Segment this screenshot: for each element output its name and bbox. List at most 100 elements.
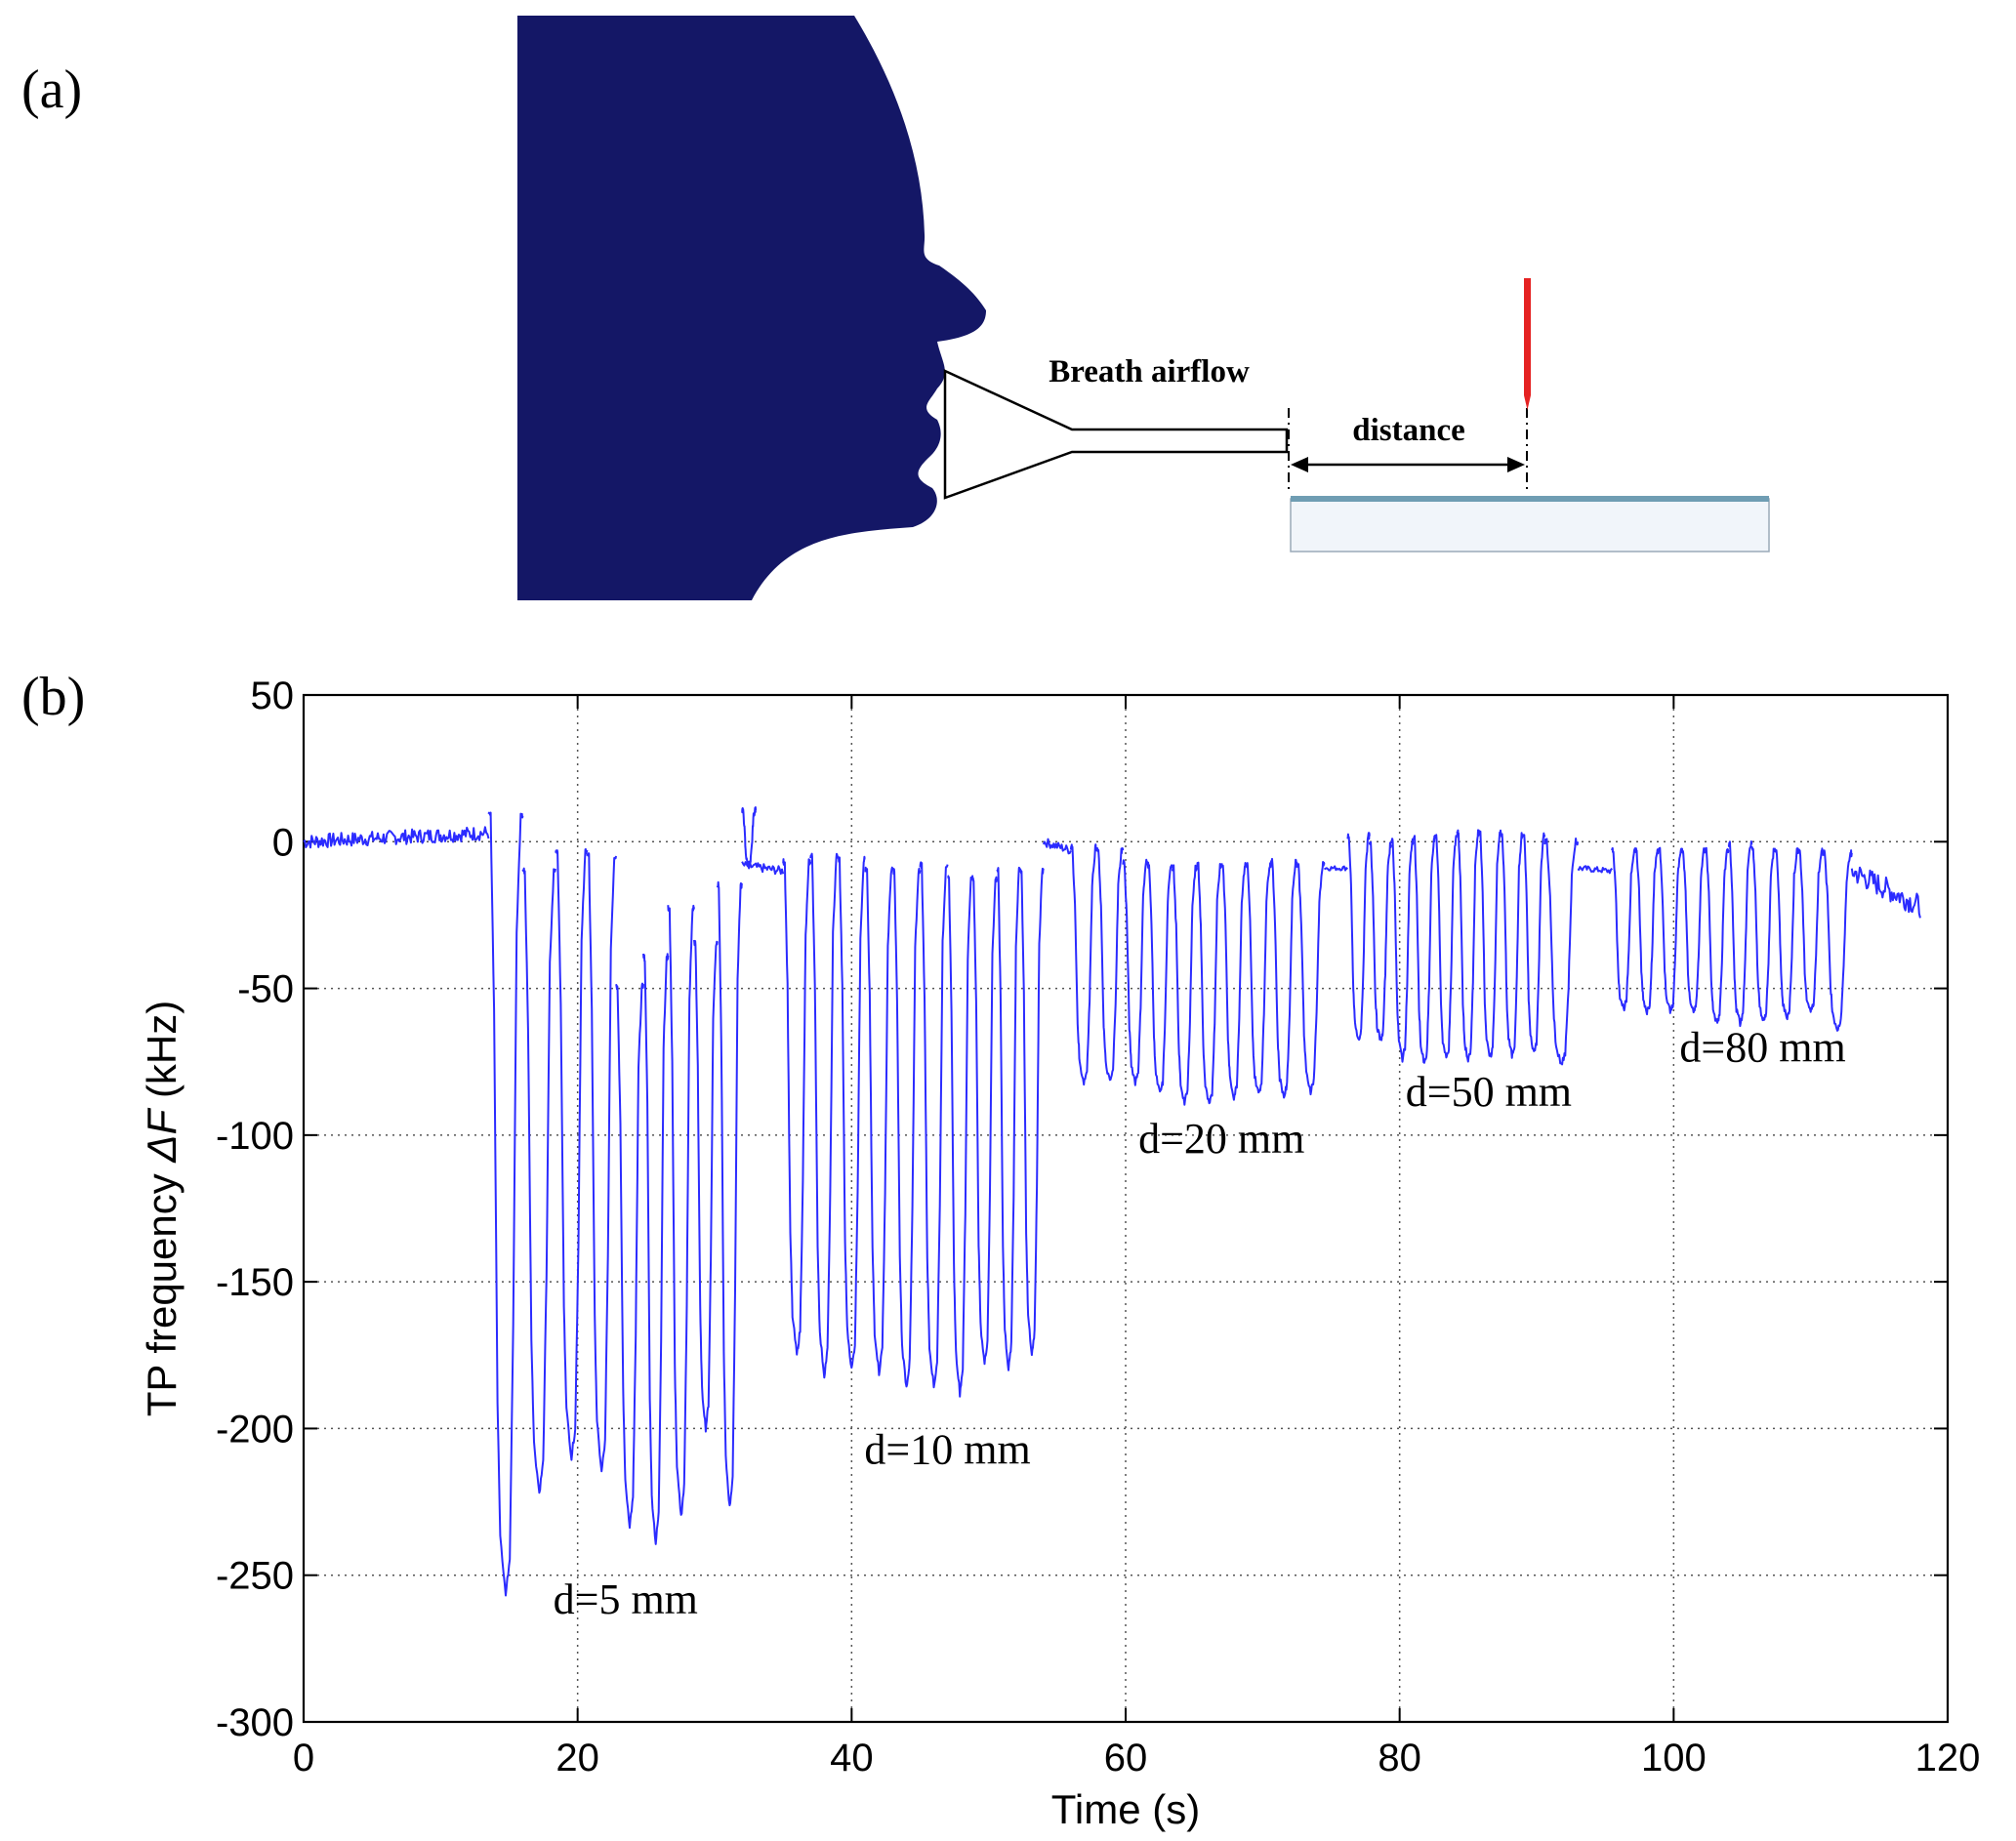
red-needle [1524, 278, 1531, 410]
panel-a-label: (a) [21, 60, 82, 120]
cycle-line [1634, 847, 1660, 1016]
cycle-line [1750, 845, 1777, 1022]
x-tick-label: 20 [555, 1737, 599, 1780]
cycle-line [1727, 840, 1753, 1028]
distance-label: distance [1352, 413, 1465, 448]
cycle-line [1122, 858, 1149, 1086]
baseline-segment-0 [303, 826, 490, 849]
head-silhouette [517, 16, 986, 600]
cycle-line [1018, 867, 1045, 1357]
y-tick-label: -50 [237, 968, 294, 1011]
cycle-line [1269, 857, 1298, 1099]
cycle-line [1171, 864, 1198, 1106]
baseline-segment-4 [1577, 865, 1613, 875]
cycle-line [1245, 862, 1272, 1094]
cycle-line [1774, 847, 1799, 1021]
y-axis-label-symbol: ΔF [139, 1107, 185, 1163]
cycle-line [1657, 846, 1683, 1014]
plate-top-layer [1291, 496, 1769, 502]
cycle-line [782, 858, 812, 1356]
cycle-line [996, 866, 1021, 1371]
y-tick-label: -150 [216, 1261, 294, 1304]
annotation-label: d=80 mm [1679, 1024, 1845, 1072]
panel-b-label: (b) [21, 667, 85, 727]
baseline-segment-2 [1042, 838, 1072, 855]
distance-arrow-head-right [1507, 457, 1525, 472]
y-tick-label: -200 [216, 1408, 294, 1451]
cycle-line [1346, 832, 1371, 1042]
series-group [487, 806, 758, 1597]
cycle-line [693, 939, 719, 1433]
x-tick-label: 80 [1378, 1737, 1421, 1780]
cycle-line [1522, 832, 1546, 1052]
cycle-line [1797, 847, 1825, 1013]
x-tick-label: 40 [830, 1737, 874, 1780]
x-tick-label: 0 [293, 1737, 314, 1780]
cycle-line [837, 855, 866, 1370]
x-tick-label: 60 [1104, 1737, 1148, 1780]
distance-arrow-head-left [1291, 457, 1308, 472]
cycle-line [1095, 846, 1125, 1082]
chart: 0 20 40 60 80 100 120 50 0 -50 -100 -150 -200 -250 -30… [139, 675, 1980, 1832]
cycle-line [1220, 862, 1248, 1101]
annotation-label: d=10 mm [864, 1425, 1030, 1473]
y-tick-label: -250 [216, 1555, 294, 1598]
annotation-label: d=5 mm [554, 1575, 698, 1623]
cycle-line [1412, 835, 1437, 1064]
cycle-line [1196, 861, 1223, 1105]
y-tick-label: -300 [216, 1701, 294, 1744]
x-tick-label: 120 [1915, 1737, 1981, 1780]
breath-funnel [943, 369, 1289, 500]
cycle-line [1146, 861, 1173, 1093]
cycle-line [716, 880, 743, 1507]
cycle-line [1368, 840, 1392, 1042]
cycle-line [1611, 846, 1636, 1012]
baseline-segment-5 [1850, 866, 1921, 919]
y-tick-label: 50 [251, 675, 295, 717]
cycle-line [1434, 834, 1459, 1059]
cycle-line [487, 811, 524, 1597]
cycle-line [1069, 843, 1098, 1086]
cycle-line [1478, 829, 1502, 1058]
cycle-line [1456, 829, 1481, 1063]
cycle-line [946, 875, 973, 1398]
cycle-line [642, 953, 670, 1545]
y-axis-label-unit: (kHz) [139, 1001, 185, 1110]
y-tick-label: 0 [272, 821, 294, 864]
panel-a: (a) Breath airflow distance [21, 16, 1770, 600]
y-axis-label-prefix: TP frequency [139, 1163, 185, 1417]
cycle-line [1543, 838, 1580, 1066]
series-group [782, 852, 1045, 1398]
series-group [1611, 840, 1853, 1032]
y-axis-label: TP frequency ΔF (kHz) [139, 1001, 185, 1417]
plate-body [1290, 498, 1770, 552]
x-tick-label: 100 [1641, 1737, 1707, 1780]
cycle-line [1500, 832, 1524, 1059]
cycle-line [667, 904, 695, 1516]
cycle-line [741, 806, 758, 870]
panel-b: (b) 0 20 40 60 80 100 120 50 0 -50 -100 -150 -200 -25… [21, 667, 1980, 1832]
cycle-line [586, 852, 617, 1473]
annotation-label: d=20 mm [1138, 1115, 1304, 1163]
cycle-line [521, 867, 557, 1494]
cycle-line [809, 852, 840, 1379]
cycle-line [864, 866, 894, 1376]
cycle-line [919, 861, 949, 1389]
cycle-line [970, 875, 999, 1366]
cycle-line [1680, 847, 1707, 1014]
cycle-line [615, 982, 644, 1530]
cycle-line [1704, 846, 1730, 1024]
x-axis-label: Time (s) [1051, 1786, 1200, 1832]
y-tick-label: -100 [216, 1115, 294, 1158]
cycle-line [1296, 861, 1326, 1096]
annotation-label: d=50 mm [1406, 1068, 1572, 1116]
cycle-line [1822, 849, 1853, 1032]
series-group [1069, 843, 1326, 1106]
cycle-line [555, 847, 589, 1461]
series-group [1346, 829, 1580, 1066]
baseline-segment-3 [1323, 865, 1349, 872]
airflow-label: Breath airflow [1049, 354, 1250, 389]
cycle-line [891, 867, 922, 1388]
cycle-line [1390, 838, 1415, 1063]
